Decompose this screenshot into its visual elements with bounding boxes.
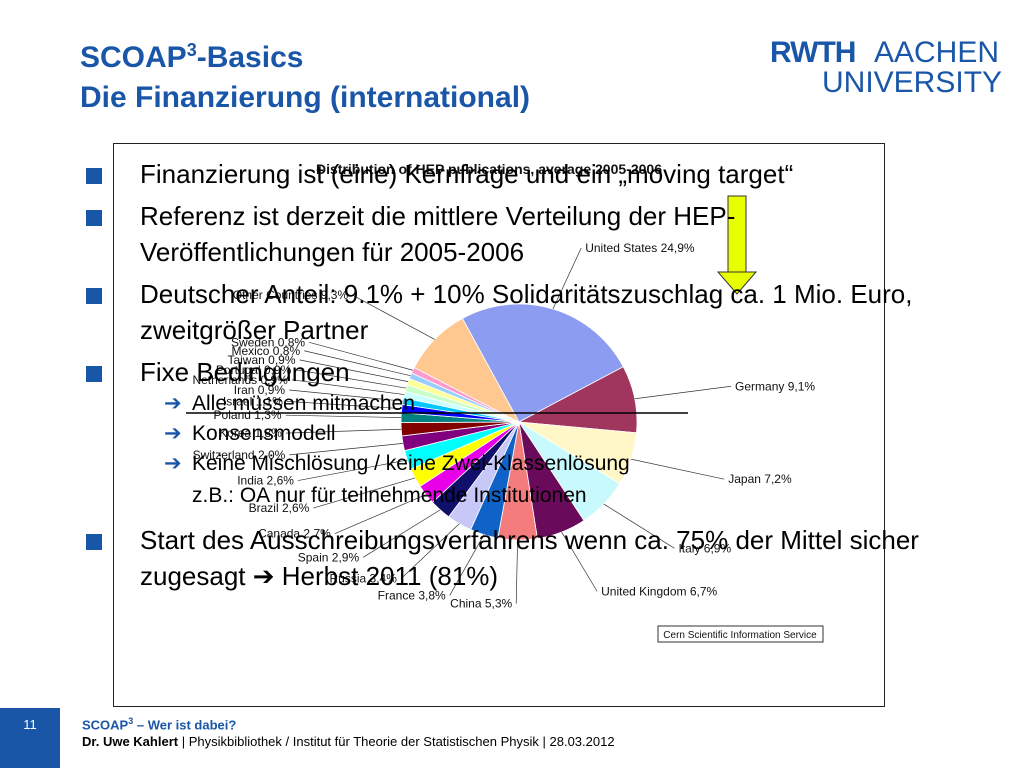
leader-line (289, 389, 403, 402)
bullet-item: Fixe Bedingungen (86, 354, 936, 390)
leader-line (291, 379, 405, 395)
leader-line (449, 534, 485, 596)
slice-label: Russia 3,4% (330, 572, 398, 586)
slice-label: Israel 1,1% (223, 394, 283, 408)
leader-line (297, 459, 408, 481)
slice-label: Korea 1,8% (219, 426, 282, 440)
sub-bullet-item: ➔ Konsensmodell (86, 418, 936, 450)
slice-label: China 5,3% (450, 597, 512, 611)
leader-line (285, 428, 402, 434)
sub-bullet-item: ➔ Alle müssen mitmachen (86, 388, 936, 420)
source-box: Cern Scientific Information Service (657, 625, 824, 643)
arrow-right-icon: ➔ (164, 452, 182, 475)
leader-line (334, 494, 427, 535)
slice-label: Sweden 0,8% (231, 335, 305, 349)
slice-label: Italy 6,9% (678, 541, 731, 555)
slide-title: SCOAP3-Basics Die Finanzierung (internat… (80, 30, 530, 118)
leader-line (286, 401, 402, 409)
slice-label: France 3,8% (378, 588, 446, 602)
slice-label: Japan 7,2% (728, 472, 792, 486)
slice-label: Poland 1,3% (214, 408, 282, 422)
slice-label: Netherlands 0,9% (192, 373, 288, 387)
source-label: Cern Scientific Information Service (663, 630, 817, 641)
yellow-arrow-icon (716, 195, 758, 295)
leader-line (285, 414, 402, 418)
leader-line (304, 350, 411, 377)
bullet-square-icon (86, 534, 102, 550)
leader-line (515, 539, 518, 604)
footer-title: SCOAP3 – Wer ist dabei? (82, 716, 237, 733)
leader-line (362, 509, 441, 558)
bullet-square-icon (86, 210, 102, 226)
slice-label: Switzerland 2,0% (193, 448, 286, 462)
leader-line (299, 359, 409, 382)
leader-line (351, 294, 435, 340)
pie-slice (413, 317, 520, 423)
arrow-icon: ➔ (252, 561, 275, 591)
arrow-right-icon: ➔ (164, 422, 182, 445)
pie-chart-image: Distribution of HEP publications, averag… (113, 143, 885, 707)
pie-slice (461, 303, 624, 423)
rwth-logo: RWTH AACHEN UNIVERSITY (770, 36, 1003, 99)
slice-label: Taiwan 0,9% (227, 353, 295, 367)
leader-line (313, 477, 416, 509)
slice-label: Mexico 0,8% (231, 344, 300, 358)
slice-label: Iran 0,9% (234, 383, 286, 397)
bullet-item: Referenz ist derzeit die mittlere Vertei… (86, 198, 936, 270)
leader-line (603, 503, 675, 549)
slice-label: Canada 2,7% (258, 527, 331, 541)
bullet-list: Finanzierung ist (eine) Kernfrage und ei… (86, 156, 936, 600)
leader-line (552, 247, 582, 310)
leader-line (630, 458, 725, 480)
leader-line (400, 523, 460, 579)
slice-label: Brazil 2,6% (249, 501, 310, 515)
pie-chart: Distribution of HEP publications, averag… (186, 161, 824, 643)
sub-bullet-item: ➔ Keine Mischlösung / keine Zwei-Klassenl… (86, 448, 936, 512)
page-number: 11 (0, 708, 60, 768)
arrow-right-icon: ➔ (164, 392, 182, 415)
leader-line (309, 342, 414, 371)
title-line-2: Die Finanzierung (international) (80, 81, 531, 114)
slice-label: United Kingdom 6,7% (601, 584, 717, 598)
title-line-1: SCOAP3-Basics (80, 40, 304, 74)
bullet-square-icon (86, 288, 102, 304)
bullet-square-icon (86, 168, 102, 184)
footer-info: Dr. Uwe Kahlert | Physikbibliothek / Ins… (82, 734, 615, 749)
leader-line (289, 443, 403, 456)
slice-label: India 2,6% (237, 474, 294, 488)
leader-line (561, 531, 598, 592)
slice-label: Portugal 0,9% (216, 363, 292, 377)
slice-label: Germany 9,1% (735, 379, 815, 393)
bullet-item: Start des Ausschreibungsverfahrens wenn … (86, 522, 936, 594)
leader-line (295, 369, 407, 389)
bullet-item: Deutscher Anteil: 9.1% + 10% Solidarität… (86, 276, 936, 348)
slice-label: Other Countries 9,3% (233, 288, 349, 302)
slice-label: United States 24,9% (585, 241, 695, 255)
leader-line (634, 385, 732, 400)
bullet-square-icon (86, 366, 102, 382)
slice-label: Spain 2,9% (298, 550, 360, 564)
chart-title: Distribution of HEP publications, averag… (316, 161, 662, 177)
bullet-item: Finanzierung ist (eine) Kernfrage und ei… (86, 156, 936, 192)
